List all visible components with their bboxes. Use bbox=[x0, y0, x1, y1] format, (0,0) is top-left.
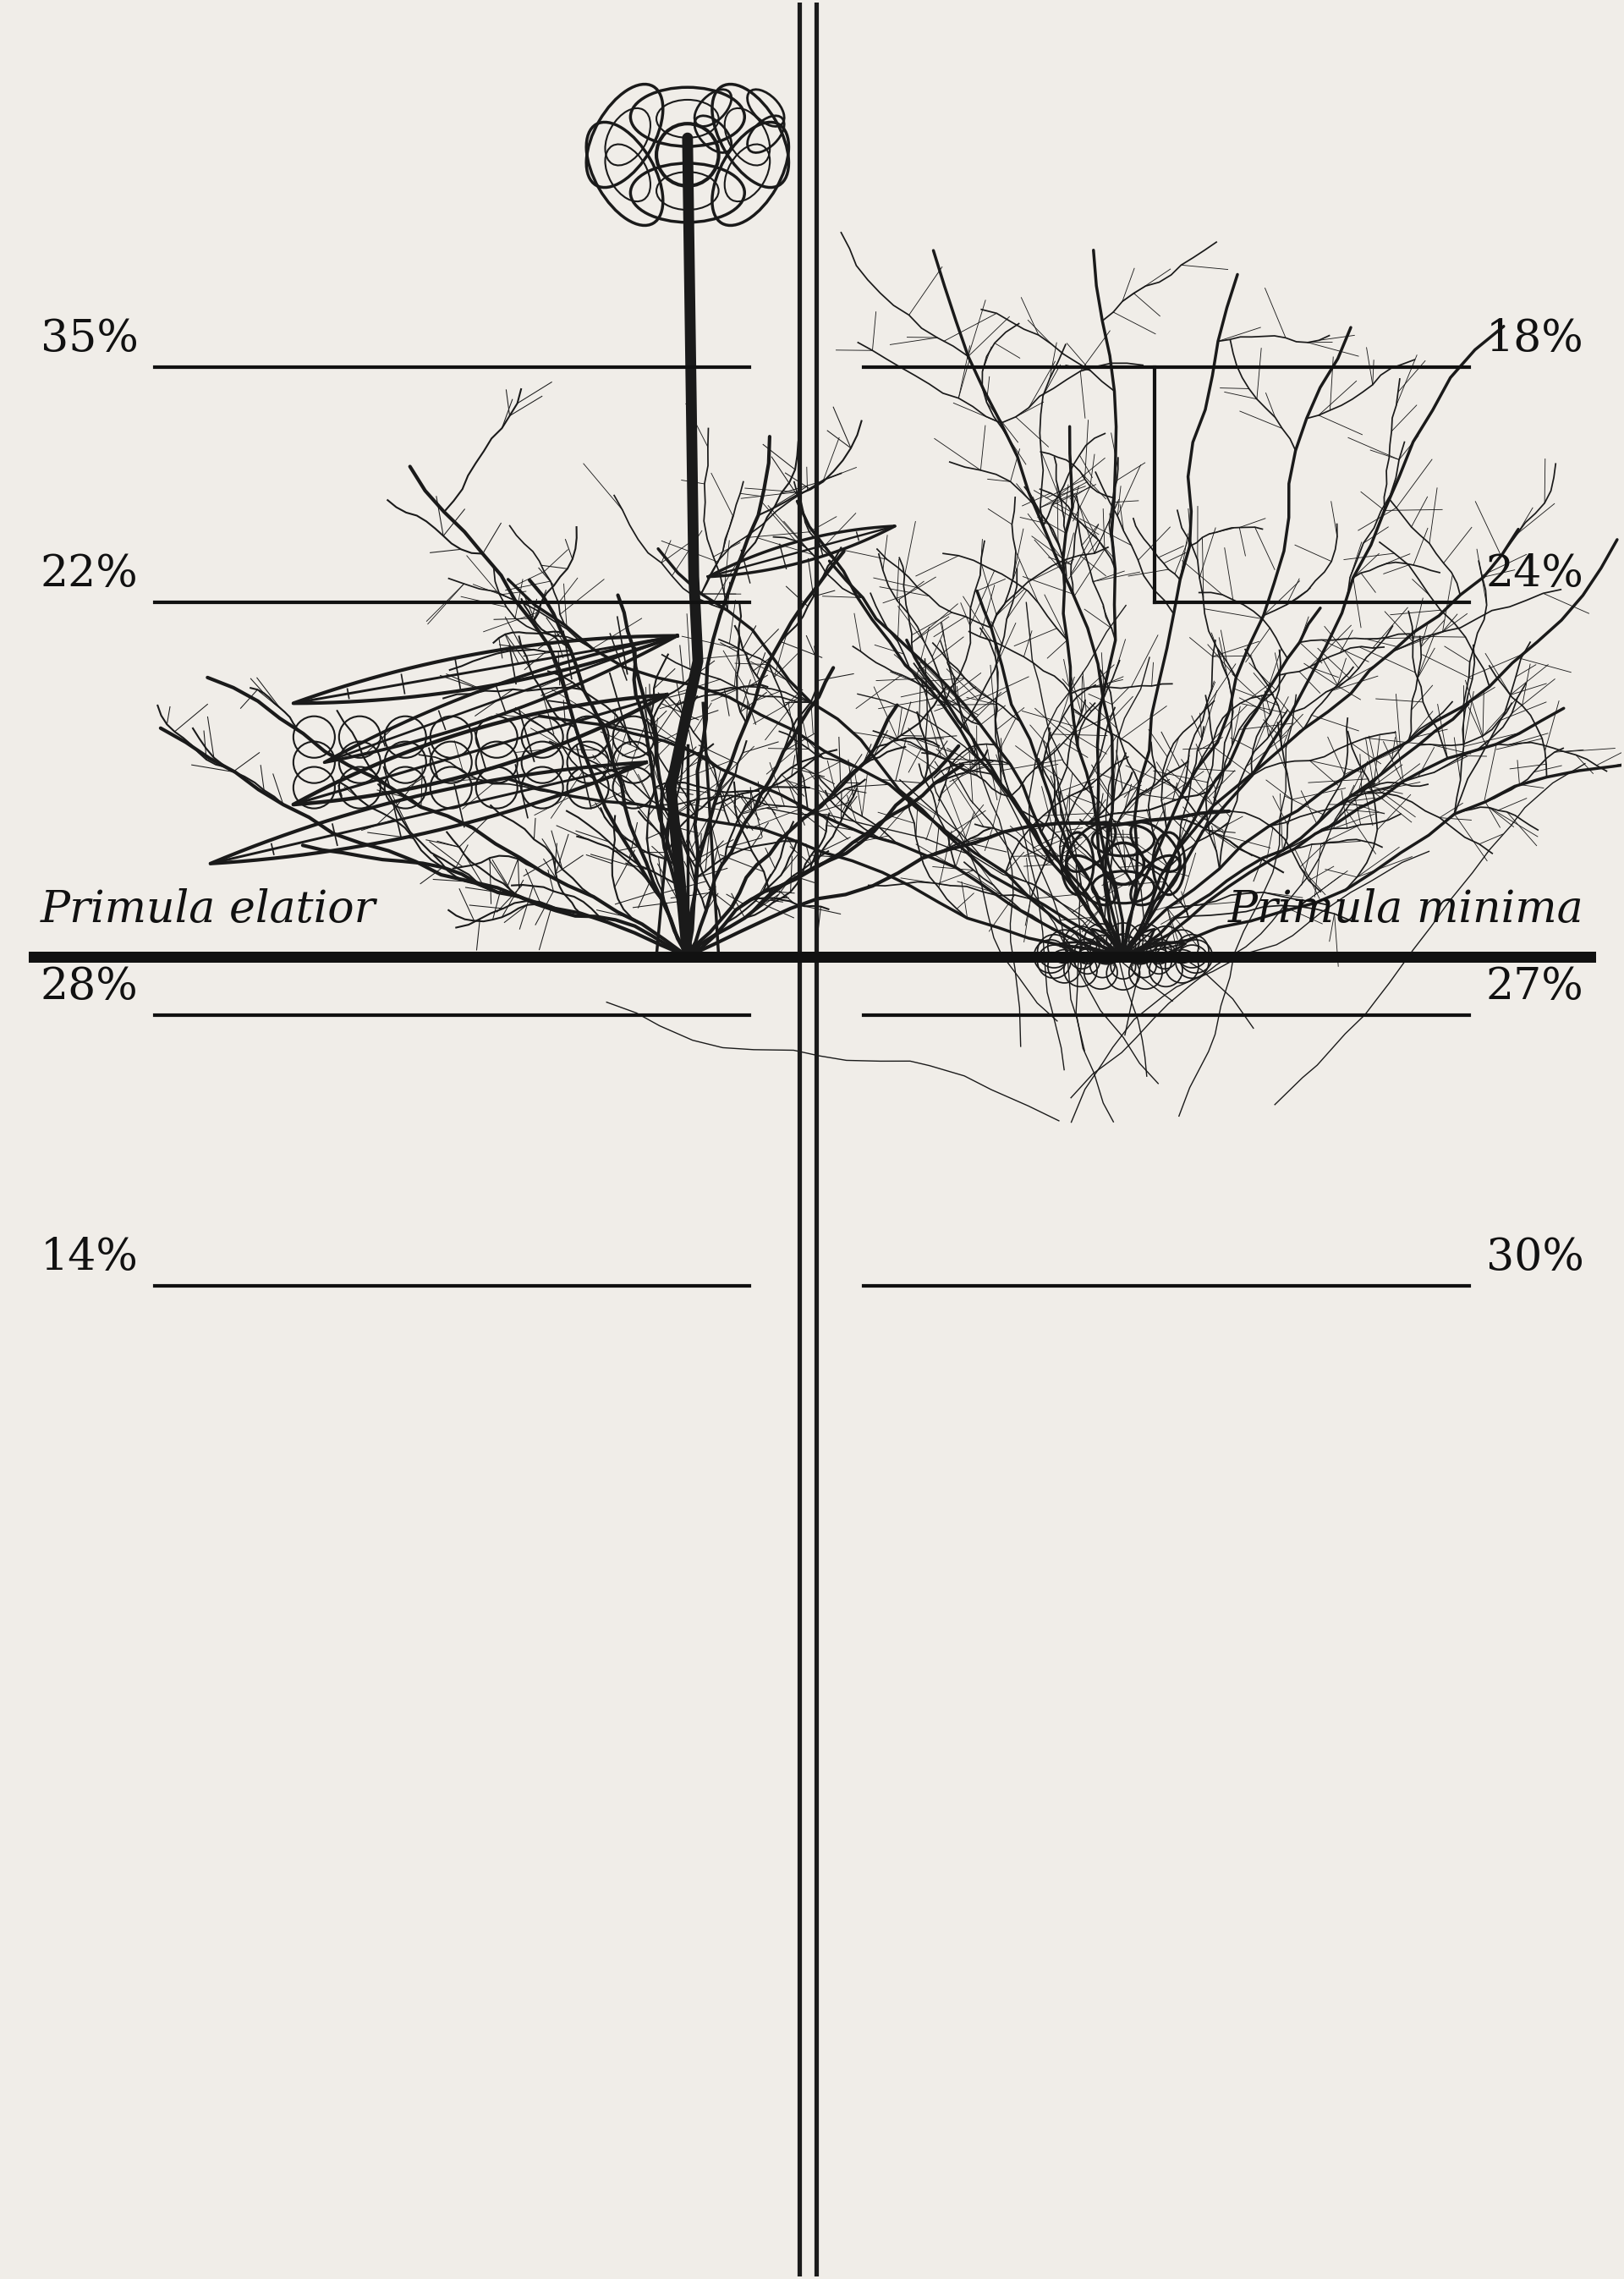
Text: 27%: 27% bbox=[1486, 966, 1583, 1010]
Text: 14%: 14% bbox=[41, 1235, 138, 1279]
Text: 35%: 35% bbox=[41, 317, 138, 360]
Text: 30%: 30% bbox=[1486, 1235, 1583, 1279]
Text: Primula elatior: Primula elatior bbox=[41, 889, 375, 932]
Text: 24%: 24% bbox=[1486, 552, 1583, 595]
Text: Primula minima: Primula minima bbox=[1228, 889, 1583, 932]
Text: 28%: 28% bbox=[41, 966, 138, 1010]
Text: 18%: 18% bbox=[1486, 317, 1583, 360]
Text: 22%: 22% bbox=[41, 552, 138, 595]
